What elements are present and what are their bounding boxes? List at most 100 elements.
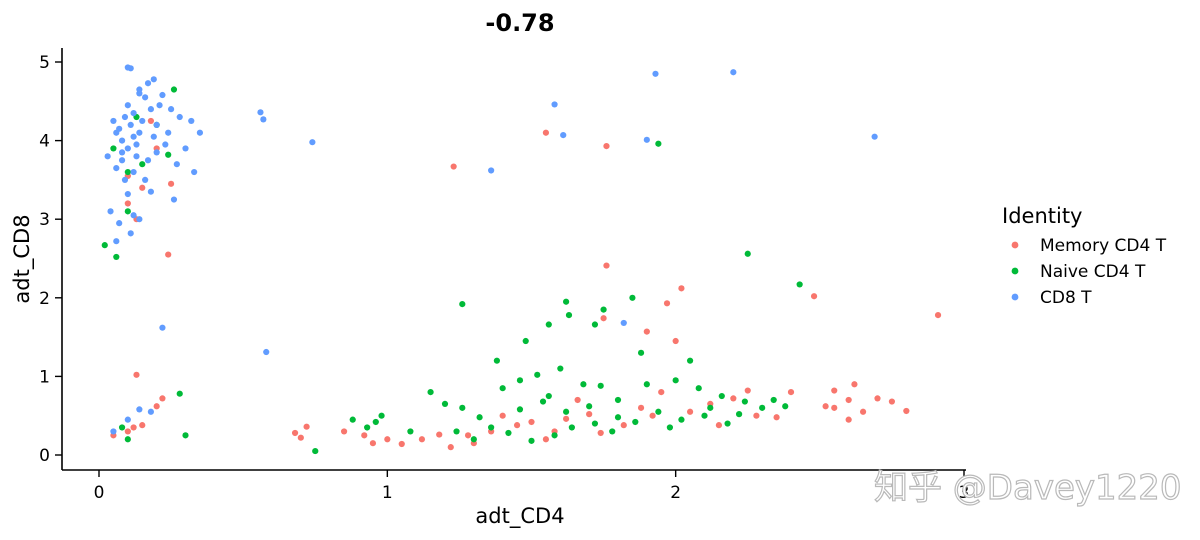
data-point [159,324,166,331]
data-point [516,377,524,384]
data-point [741,398,748,405]
data-point [384,436,391,443]
data-point [133,141,140,148]
points-layer [101,64,942,455]
data-point [182,145,189,152]
data-point [730,69,737,76]
data-point [147,408,154,415]
data-point [787,389,795,396]
data-point [718,392,725,400]
data-point [459,404,466,411]
y-axis-label: adt_CD8 [10,214,35,303]
data-point [104,153,111,160]
data-point [110,428,117,435]
data-point [113,253,120,261]
data-point [666,424,674,431]
y-tick-label: 1 [39,367,50,387]
data-point [153,149,160,156]
data-point [629,294,636,301]
data-point [759,404,766,411]
data-point [257,109,264,116]
legend-label: Memory CD4 T [1040,236,1167,256]
x-axis-label: adt_CD4 [475,504,564,529]
data-point [678,285,685,292]
data-point [459,300,466,308]
data-point [557,365,564,372]
data-point [744,387,751,394]
data-point [476,414,483,421]
data-point [127,230,134,237]
series-0 [110,117,942,451]
data-point [139,117,146,125]
data-point [133,371,140,378]
data-point [124,145,131,152]
data-point [167,106,175,113]
x-tick-label: 2 [670,483,681,503]
data-point [147,106,154,113]
data-point [686,357,694,364]
data-point [678,416,685,423]
data-point [447,444,454,451]
data-point [874,395,881,402]
data-point [124,168,131,176]
legend-item: Memory CD4 T [1011,236,1167,256]
data-point [165,151,172,158]
data-point [736,411,743,418]
data-point [658,389,665,396]
data-point [505,429,512,437]
data-point [522,337,529,345]
data-point [686,408,694,415]
data-point [150,76,157,83]
data-point [488,424,495,431]
data-point [130,424,137,431]
data-point [124,416,131,423]
data-point [139,422,146,429]
data-point [655,408,662,415]
data-point [637,349,645,356]
y-tick-label: 2 [39,289,50,309]
legend-swatch [1011,267,1019,275]
y-tick-label: 3 [39,210,50,230]
legend-swatch [1011,293,1019,301]
data-point [124,190,131,198]
data-point [609,428,616,435]
data-point [513,422,521,429]
data-point [470,436,477,443]
data-point [113,165,120,172]
data-point [130,133,137,140]
data-point [603,143,610,150]
data-point [349,416,356,423]
data-point [499,412,506,419]
x-tick-label: 1 [382,483,393,503]
data-point [130,212,137,219]
data-point [167,180,175,187]
data-point [107,208,114,215]
data-point [407,428,414,435]
data-point [116,125,123,132]
data-point [378,412,385,419]
data-point [591,420,599,427]
x-tick-label: 0 [94,483,105,503]
data-point [614,396,622,404]
data-point [118,157,126,164]
data-point [162,141,169,148]
data-point [565,311,573,319]
data-point [159,395,166,402]
data-point [600,306,607,313]
data-point [545,321,552,328]
data-point [159,91,166,99]
data-point [113,238,120,245]
data-point [672,377,679,384]
data-point [643,328,650,335]
data-point [563,415,570,422]
data-point [136,129,143,136]
data-point [176,113,183,121]
data-point [499,385,506,392]
data-point [297,434,304,441]
data-point [340,428,348,435]
data-point [182,432,189,439]
legend-label: CD8 T [1040,288,1092,308]
data-point [150,133,157,140]
data-point [110,117,117,125]
data-point [831,387,838,394]
